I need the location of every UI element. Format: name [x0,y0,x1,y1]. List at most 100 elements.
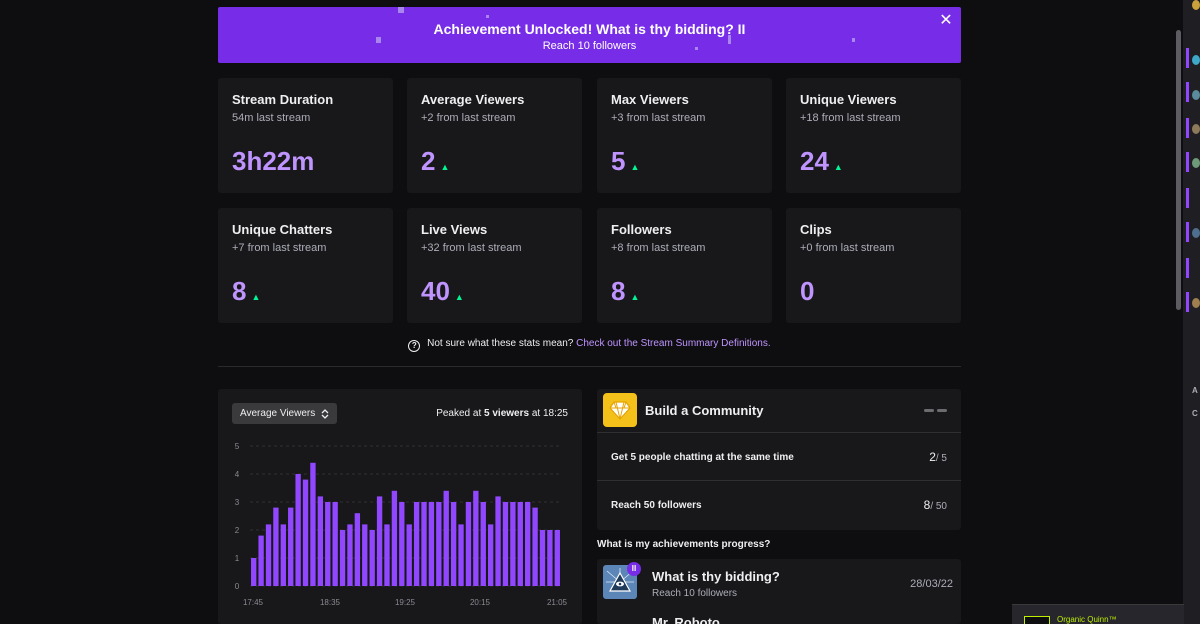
bar [554,530,560,586]
achievements-heading: What is my achievements progress? [597,539,771,550]
stat-title: Max Viewers [611,92,689,107]
stat-subtitle: +3 from last stream [611,112,706,124]
bar [280,524,286,586]
side-strip [1186,188,1189,208]
goal-progress: 2/ 5 [929,450,947,464]
bar [325,502,331,586]
metric-select-label: Average Viewers [240,408,316,419]
community-panel: Build a Community Get 5 people chatting … [597,389,961,530]
bar [384,524,390,586]
bar [265,524,272,586]
side-avatar[interactable] [1192,158,1200,168]
definitions-link[interactable]: Check out the Stream Summary Definitions… [576,338,771,349]
stat-title: Stream Duration [232,92,334,107]
scrollbar[interactable] [1176,30,1181,310]
mini-player-name: Organic Quinn™ [1057,615,1117,624]
goal-total: / 5 [935,453,947,464]
bar [465,502,472,586]
confetti-piece [852,38,855,42]
confetti-piece [695,47,698,50]
bar [399,502,405,586]
y-tick-label: 0 [235,582,240,591]
side-panel: A C [1183,0,1200,624]
side-avatar[interactable] [1192,0,1200,10]
side-strip [1186,82,1189,102]
bar [369,530,375,586]
stat-title: Clips [800,222,832,237]
bar [421,502,427,586]
achievement-card[interactable]: II What is thy bidding? Reach 10 followe… [597,559,961,624]
confetti-piece [486,15,489,18]
diamond-icon [603,393,637,427]
bar [332,502,338,586]
stat-card: Max Viewers +3 from last stream 5 ▲ [597,78,772,193]
side-strip [1186,118,1189,138]
next-achievement-title: Mr. Roboto [652,615,720,624]
bar [258,535,264,586]
side-avatar[interactable] [1192,55,1200,65]
achievement-date: 28/03/22 [910,578,953,590]
stat-card: Live Views +32 from last stream 40 ▲ [407,208,582,323]
side-strip [1186,152,1189,172]
side-avatar[interactable] [1192,124,1200,134]
stat-number: 40 [421,276,450,306]
bar [295,474,301,586]
community-title: Build a Community [645,403,764,418]
stat-number: 5 [611,146,626,176]
peak-value: 5 viewers [484,408,530,419]
stat-value: 8 ▲ [611,276,639,307]
collapse-icon[interactable] [924,409,947,412]
achievement-subtitle: Reach 10 followers [652,588,738,599]
pause-badge-icon: II [627,562,641,576]
side-avatar[interactable] [1192,90,1200,100]
stat-number: 8 [232,276,247,306]
side-strip [1186,48,1189,68]
stat-title: Unique Chatters [232,222,333,237]
stat-card: Followers +8 from last stream 8 ▲ [597,208,772,323]
sort-arrows-icon [321,408,329,419]
bar [473,490,479,586]
goal-label: Get 5 people chatting at the same time [611,452,794,463]
bar [354,513,361,586]
stat-number: 2 [421,146,436,176]
stat-value: 3h22m [232,146,314,177]
side-letter: A [1192,386,1198,395]
stat-subtitle: +8 from last stream [611,242,706,254]
stat-subtitle: +18 from last stream [800,112,901,124]
bar [251,558,257,586]
stat-subtitle: +7 from last stream [232,242,327,254]
x-tick-label: 21:05 [547,598,568,607]
mini-player[interactable]: Organic Quinn™ [1012,604,1184,624]
bar [495,496,501,586]
side-letter: C [1192,409,1198,418]
stat-value: 8 ▲ [232,276,260,307]
bar [302,479,309,586]
stat-subtitle: 54m last stream [232,112,311,124]
banner-title: Achievement Unlocked! What is thy biddin… [433,21,746,37]
stat-value: 2 ▲ [421,146,449,177]
stat-number: 8 [611,276,626,306]
stat-title: Average Viewers [421,92,525,107]
close-icon[interactable]: ✕ [939,12,953,29]
stat-title: Unique Viewers [800,92,897,107]
up-arrow-icon: ▲ [454,292,464,302]
bar [480,502,486,586]
stat-card: Unique Viewers +18 from last stream 24 ▲ [786,78,961,193]
side-avatar[interactable] [1192,228,1200,238]
goal-label: Reach 50 followers [611,500,702,511]
peak-suffix: at 18:25 [531,408,568,419]
stat-subtitle: +2 from last stream [421,112,516,124]
bar [458,524,464,586]
peak-prefix: Peaked at [436,408,482,419]
up-arrow-icon: ▲ [251,292,261,302]
side-avatar[interactable] [1192,298,1200,308]
goal-progress: 8/ 50 [924,498,947,512]
bar [510,502,516,586]
bar [525,502,531,586]
goal-current: 2 [929,450,936,464]
stat-number: 0 [800,276,815,306]
stat-value: 0 [800,276,814,307]
metric-select[interactable]: Average Viewers [232,403,337,424]
bar [273,507,279,586]
stat-number: 3h22m [232,146,315,176]
